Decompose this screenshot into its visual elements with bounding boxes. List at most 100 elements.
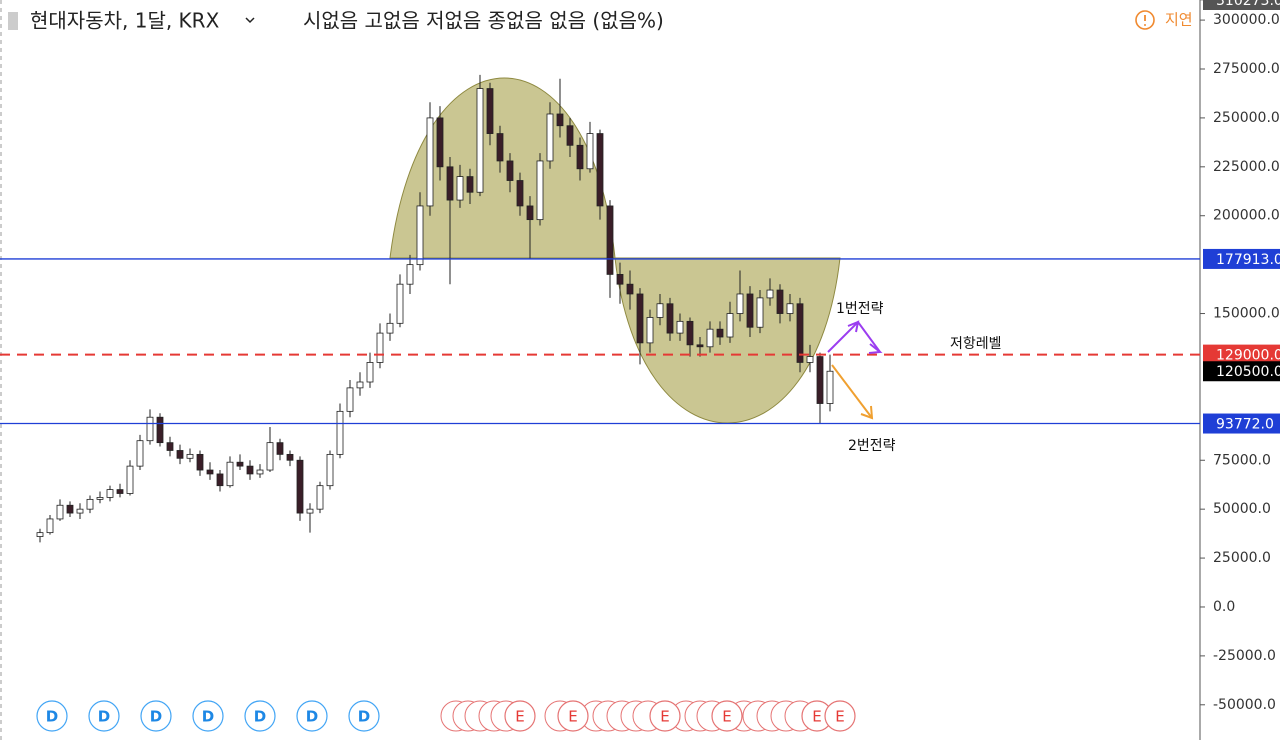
candle-body [816, 356, 824, 404]
candle-body [456, 176, 464, 201]
candle-body [746, 293, 754, 328]
candle-body [646, 317, 654, 344]
delay-label[interactable]: 지연 [1165, 11, 1193, 29]
candle-body [316, 485, 324, 510]
candle-body [146, 416, 154, 442]
header-icon [8, 12, 18, 30]
dividend-marker [36, 700, 68, 732]
candle-body [756, 297, 764, 328]
candle-body [486, 88, 494, 134]
dividend-marker-label: D [46, 708, 58, 726]
level-color [1203, 413, 1280, 434]
candle-body [96, 497, 104, 500]
candle-body [46, 518, 54, 534]
candle-body [186, 453, 194, 459]
arrow-head [847, 320, 860, 333]
delay-icon [1144, 24, 1146, 26]
candle-body [596, 133, 604, 207]
arrow-strategy-2 [831, 364, 873, 419]
candle-body [326, 453, 334, 487]
candle-body [466, 176, 474, 193]
candle-body [586, 133, 594, 170]
candle-body [286, 453, 294, 461]
ohlc-status: 시없음 고없음 저없음 종없음 없음 (없음%) [303, 9, 664, 33]
candle-body [626, 283, 634, 295]
last-price-tag [1203, 361, 1280, 382]
y-tick-label: 300000.0 [1213, 12, 1280, 28]
dividend-marker-label: D [150, 708, 162, 726]
candle-body [246, 465, 254, 475]
candle-body [236, 461, 244, 467]
candle-body [216, 473, 224, 487]
candle-body [376, 332, 384, 363]
candle-body [696, 344, 704, 348]
candle-body [436, 117, 444, 168]
candle-body [406, 264, 414, 285]
candle-body [116, 489, 124, 494]
candle-body [726, 313, 734, 338]
candle-body [426, 117, 434, 207]
annotation: 저항레벨 [950, 336, 1002, 352]
dividend-marker-label: D [358, 708, 370, 726]
earnings-marker-label: E [568, 708, 577, 726]
y-tick-label: 250000.0 [1213, 110, 1280, 126]
dividend-marker [140, 700, 172, 732]
dividend-marker [244, 700, 276, 732]
candle-body [416, 205, 424, 266]
symbol-dropdown[interactable] [245, 17, 255, 24]
pattern-shape [389, 77, 841, 424]
candle-body [666, 303, 674, 334]
last-price-tag-label: 120500.0 [1216, 364, 1280, 380]
arrow-strategy-1 [827, 320, 881, 353]
candle-body [686, 320, 694, 346]
earnings-marker-label: E [660, 708, 669, 726]
candle-body [606, 205, 614, 275]
candle-body [496, 133, 504, 162]
candle-body [366, 362, 374, 383]
candle-body [336, 410, 344, 455]
candle-body [196, 453, 204, 471]
candle-body [126, 465, 134, 494]
candle-body [36, 532, 44, 537]
candle-body [576, 144, 584, 170]
dividend-marker [348, 700, 380, 732]
candle-body [276, 442, 284, 455]
y-tick-label: 50000.0 [1213, 501, 1271, 517]
y-tick-label: -50000.0 [1213, 697, 1276, 713]
candles [36, 74, 834, 543]
candle-body [556, 113, 564, 127]
y-tick-label: 75000.0 [1213, 452, 1271, 468]
y-tick-label: 225000.0 [1213, 159, 1280, 175]
symbol[interactable]: 현대자동차, 1달, KRX [30, 9, 220, 33]
candle-body [446, 166, 454, 201]
candle-body [676, 320, 684, 334]
y-tick-label: 25000.0 [1213, 550, 1271, 566]
price-axis: 300000.0 275000.0 250000.0 225000.0 200000.0… [1200, 12, 1280, 713]
dividend-marker [296, 700, 328, 732]
earnings-marker [649, 700, 681, 732]
level-color [1203, 248, 1280, 269]
y-tick-label: 275000.0 [1213, 61, 1280, 77]
level-color [1203, 344, 1280, 365]
candle-body [616, 274, 624, 285]
candle-body [56, 504, 64, 520]
candle-body [636, 293, 644, 344]
level-tag-label: 129000.0 [1216, 348, 1280, 364]
candle-body [506, 160, 514, 181]
delay-icon[interactable] [1135, 10, 1155, 30]
arrow-head [868, 343, 883, 354]
candle-body [396, 283, 404, 324]
earnings-marker [711, 700, 743, 732]
level-tag-label: 177913.0 [1216, 252, 1280, 268]
level-tag-label: 93772.0 [1216, 417, 1274, 433]
candle-body [306, 508, 314, 514]
candle-body [296, 459, 304, 514]
candle-body [356, 381, 364, 389]
candle-body [786, 303, 794, 314]
earnings-marker [504, 700, 536, 732]
candle-body [256, 469, 264, 475]
max-price-tag [1203, 0, 1280, 10]
candle-body [826, 370, 834, 404]
candle-body [536, 160, 544, 221]
